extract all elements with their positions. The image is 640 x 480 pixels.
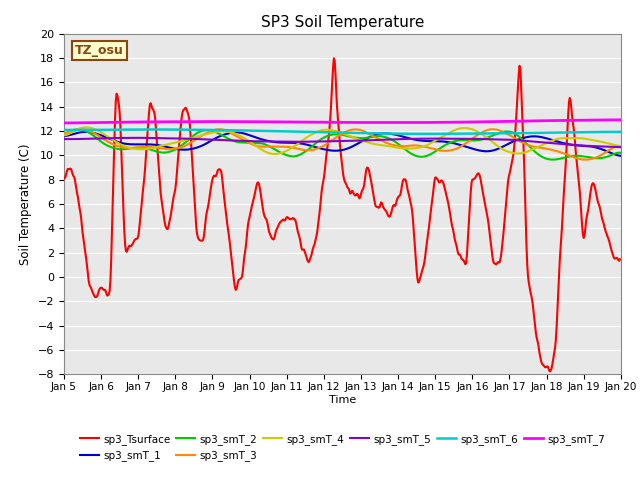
sp3_smT_1 [60,133,68,139]
Y-axis label: Soil Temperature (C): Soil Temperature (C) [19,143,32,265]
sp3_Tsurface [70,174,78,180]
X-axis label: Time: Time [329,395,356,405]
Legend: sp3_Tsurface, sp3_smT_1, sp3_smT_2, sp3_smT_3, sp3_smT_4, sp3_smT_5, sp3_smT_6, : sp3_Tsurface, sp3_smT_1, sp3_smT_2, sp3_… [80,434,605,461]
Line: sp3_smT_6: sp3_smT_6 [64,130,620,134]
sp3_smT_7 [213,119,221,124]
sp3_smT_5 [616,144,624,150]
sp3_smT_6 [428,131,435,137]
Line: sp3_smT_3: sp3_smT_3 [64,129,620,160]
sp3_smT_3 [616,144,624,149]
sp3_smT_4 [82,124,90,130]
sp3_smT_6 [145,127,153,132]
sp3_smT_4 [185,136,193,142]
sp3_smT_1 [82,129,90,135]
Title: SP3 Soil Temperature: SP3 Soil Temperature [260,15,424,30]
sp3_smT_3 [184,142,191,147]
sp3_smT_3 [426,145,434,151]
sp3_Tsurface [546,369,554,374]
sp3_smT_6 [70,127,78,133]
sp3_smT_4 [616,143,624,149]
sp3_smT_1 [427,138,435,144]
sp3_smT_5 [185,136,193,142]
sp3_smT_3 [490,126,497,132]
sp3_smT_1 [185,146,193,152]
sp3_smT_6 [410,131,418,137]
Line: sp3_smT_1: sp3_smT_1 [64,132,620,156]
sp3_smT_7 [60,120,68,126]
sp3_smT_1 [128,142,136,147]
sp3_smT_5 [410,136,418,142]
sp3_Tsurface [213,169,221,175]
Line: sp3_smT_5: sp3_smT_5 [64,138,620,147]
sp3_smT_3 [70,128,78,133]
sp3_smT_7 [616,117,624,123]
sp3_smT_6 [185,127,193,132]
sp3_smT_2 [75,126,83,132]
sp3_smT_7 [410,120,417,125]
sp3_smT_7 [127,119,135,125]
sp3_smT_4 [60,132,68,138]
sp3_Tsurface [427,210,435,216]
sp3_smT_4 [214,129,221,134]
sp3_smT_2 [60,130,68,136]
sp3_smT_6 [60,127,68,133]
Line: sp3_smT_7: sp3_smT_7 [64,120,620,123]
sp3_smT_1 [410,137,418,143]
sp3_smT_2 [185,137,193,143]
Line: sp3_smT_4: sp3_smT_4 [64,127,620,154]
sp3_smT_3 [60,131,68,136]
sp3_smT_6 [214,127,221,133]
sp3_smT_3 [410,143,417,148]
sp3_smT_2 [549,157,557,163]
sp3_smT_2 [214,130,221,136]
sp3_smT_5 [214,137,221,143]
sp3_smT_6 [421,131,429,137]
sp3_smT_7 [184,119,191,124]
sp3_Tsurface [616,256,624,262]
sp3_Tsurface [60,176,68,181]
sp3_smT_5 [60,136,68,142]
Text: TZ_osu: TZ_osu [75,44,124,57]
sp3_smT_5 [427,136,435,142]
sp3_smT_7 [70,120,78,126]
sp3_smT_4 [428,140,435,146]
sp3_smT_4 [412,145,419,151]
sp3_smT_5 [70,136,78,142]
sp3_Tsurface [127,243,135,249]
sp3_Tsurface [410,236,418,241]
sp3_smT_5 [133,135,141,141]
sp3_smT_2 [410,152,418,158]
sp3_smT_2 [427,151,435,157]
sp3_Tsurface [330,55,338,61]
Line: sp3_Tsurface: sp3_Tsurface [64,58,620,372]
sp3_smT_7 [426,120,434,125]
sp3_smT_2 [70,127,78,133]
Line: sp3_smT_2: sp3_smT_2 [64,129,620,160]
sp3_smT_1 [70,131,78,137]
sp3_smT_4 [128,145,136,151]
sp3_Tsurface [184,110,191,116]
sp3_smT_3 [581,157,589,163]
sp3_smT_6 [616,129,624,135]
sp3_smT_1 [214,134,221,140]
sp3_smT_2 [128,145,136,151]
sp3_smT_6 [127,127,135,132]
sp3_smT_2 [616,150,624,156]
sp3_smT_3 [127,145,135,151]
sp3_smT_4 [271,151,278,157]
sp3_smT_3 [213,127,221,132]
sp3_smT_4 [70,128,78,134]
sp3_smT_1 [616,153,624,158]
sp3_smT_5 [127,135,135,141]
